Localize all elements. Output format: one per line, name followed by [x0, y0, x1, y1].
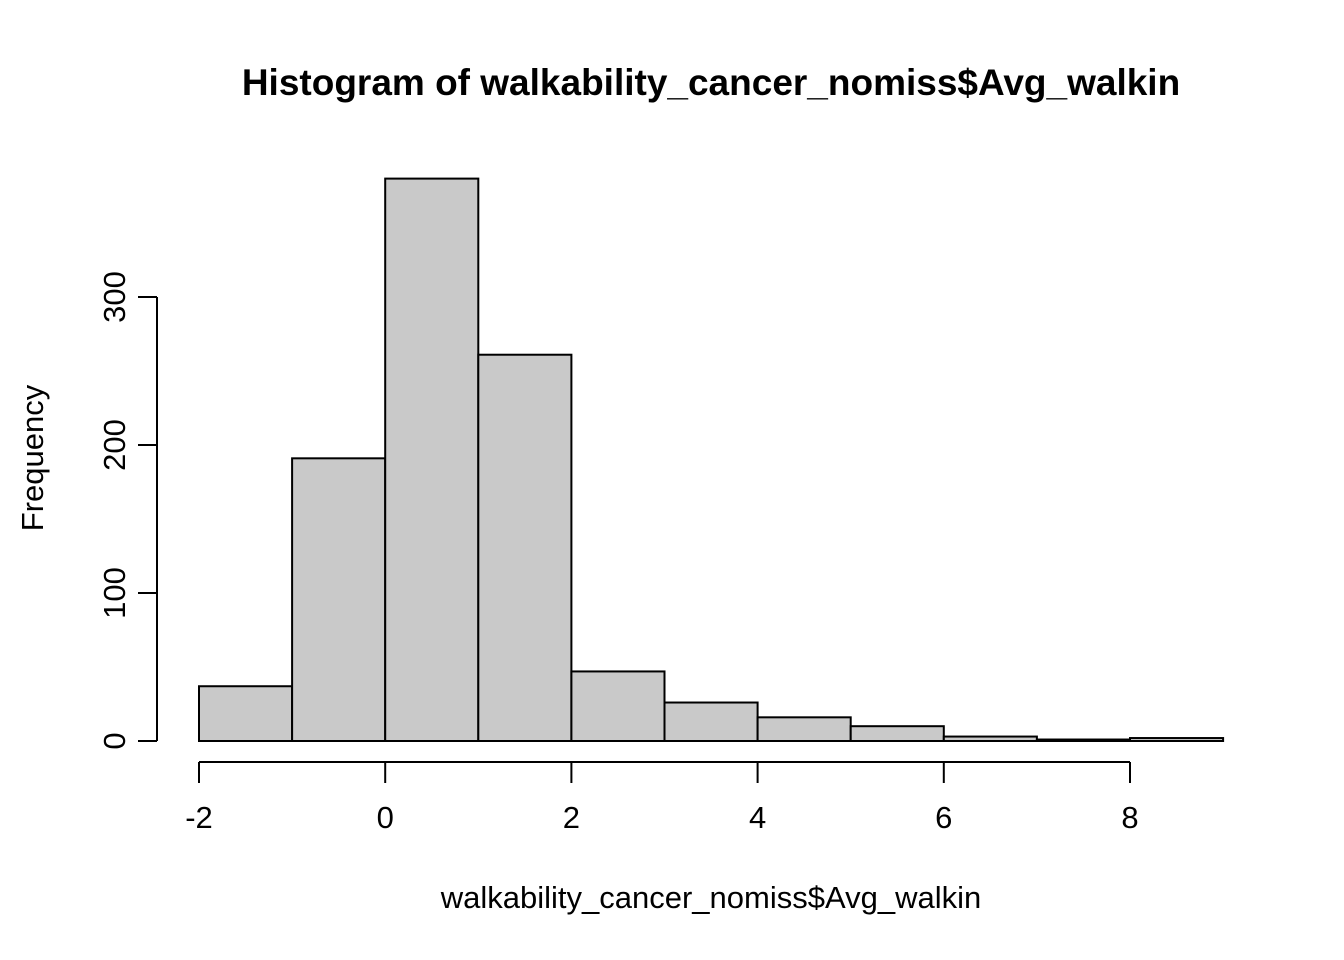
x-tick-label: 4 [749, 800, 766, 835]
x-tick-label: 6 [935, 800, 952, 835]
histogram-bar [942, 735, 1038, 742]
y-tick-label: 200 [97, 419, 132, 471]
histogram-bar [291, 457, 387, 742]
histogram-bar [477, 353, 573, 742]
histogram-bar [384, 177, 480, 743]
histogram-bar [849, 725, 945, 743]
histogram-bar [1035, 738, 1132, 743]
histogram-bar [663, 701, 759, 743]
histogram-bar [570, 670, 666, 742]
y-tick-label: 100 [97, 567, 132, 619]
x-tick-label: 8 [1121, 800, 1138, 835]
y-tick-label: 300 [97, 271, 132, 323]
x-tick-label: -2 [185, 800, 213, 835]
chart-title: Histogram of walkability_cancer_nomiss$A… [241, 62, 1181, 103]
x-tick-label: 0 [377, 800, 394, 835]
y-tick-label: 0 [97, 732, 132, 749]
histogram-bar [198, 685, 294, 742]
histogram-bar [1129, 737, 1225, 742]
histogram-bar [756, 716, 852, 743]
x-tick-label: 2 [563, 800, 580, 835]
x-axis-label: walkability_cancer_nomiss$Avg_walkin [440, 880, 982, 915]
